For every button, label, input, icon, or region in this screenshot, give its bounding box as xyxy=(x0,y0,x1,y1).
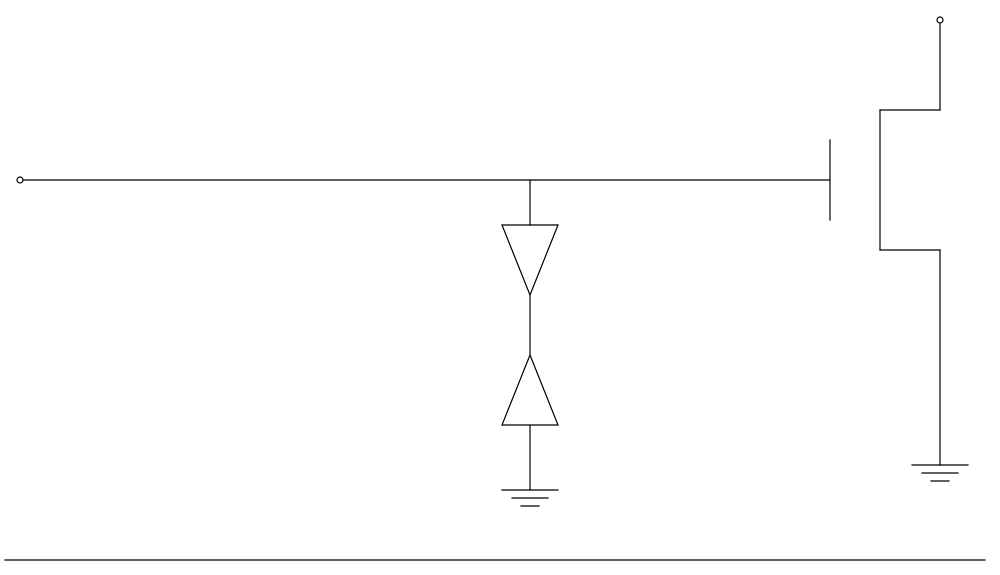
input-terminal-icon xyxy=(17,177,23,183)
circuit-schematic xyxy=(0,0,1000,575)
output-terminal-icon xyxy=(937,17,943,23)
diode-d1-icon xyxy=(502,225,558,295)
diode-d2-icon xyxy=(502,355,558,425)
